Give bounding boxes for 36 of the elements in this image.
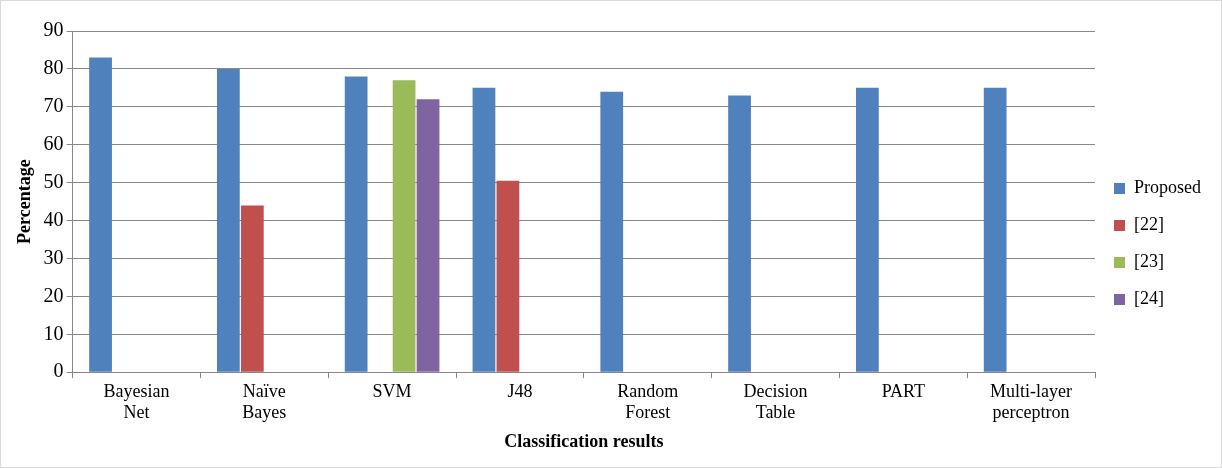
bar (216, 68, 240, 372)
bar (496, 180, 520, 372)
legend-label: [23] (1134, 251, 1164, 272)
y-tick-label: 0 (53, 359, 64, 382)
legend-label: [24] (1134, 288, 1164, 309)
y-tick-label: 20 (43, 283, 64, 306)
x-tick-label: Bayesian Net (103, 380, 170, 423)
y-tick-label: 90 (43, 18, 64, 41)
y-tick-label: 40 (43, 207, 64, 230)
y-tick-label: 80 (43, 56, 64, 79)
x-tick-label: Decision Table (743, 380, 808, 423)
legend-label: Proposed (1134, 177, 1201, 198)
bar (600, 91, 624, 372)
bar (344, 76, 368, 372)
bar (983, 87, 1007, 372)
bar (728, 95, 751, 372)
x-tick-label: Multi-layer perceptron (990, 380, 1073, 423)
x-tick-label: PART (881, 380, 925, 401)
y-tick-label: 60 (43, 131, 64, 154)
legend-label: [22] (1134, 214, 1164, 235)
y-tick-label: 30 (43, 245, 64, 268)
x-tick-label: Random Forest (617, 380, 679, 423)
x-tick-label: SVM (372, 380, 412, 401)
bar (392, 80, 416, 372)
y-tick-label: 70 (43, 94, 64, 117)
x-axis-title: Classification results (504, 430, 664, 451)
x-tick-label: Naïve Bayes (242, 380, 287, 423)
x-tick-label: J48 (507, 380, 533, 401)
y-axis-title: Percentage (14, 159, 35, 244)
bar (472, 87, 496, 372)
y-tick-label: 10 (43, 321, 64, 344)
bar (416, 99, 440, 372)
bar (855, 87, 879, 372)
bar (240, 205, 264, 372)
y-tick-label: 50 (43, 169, 64, 192)
bar (89, 57, 112, 372)
